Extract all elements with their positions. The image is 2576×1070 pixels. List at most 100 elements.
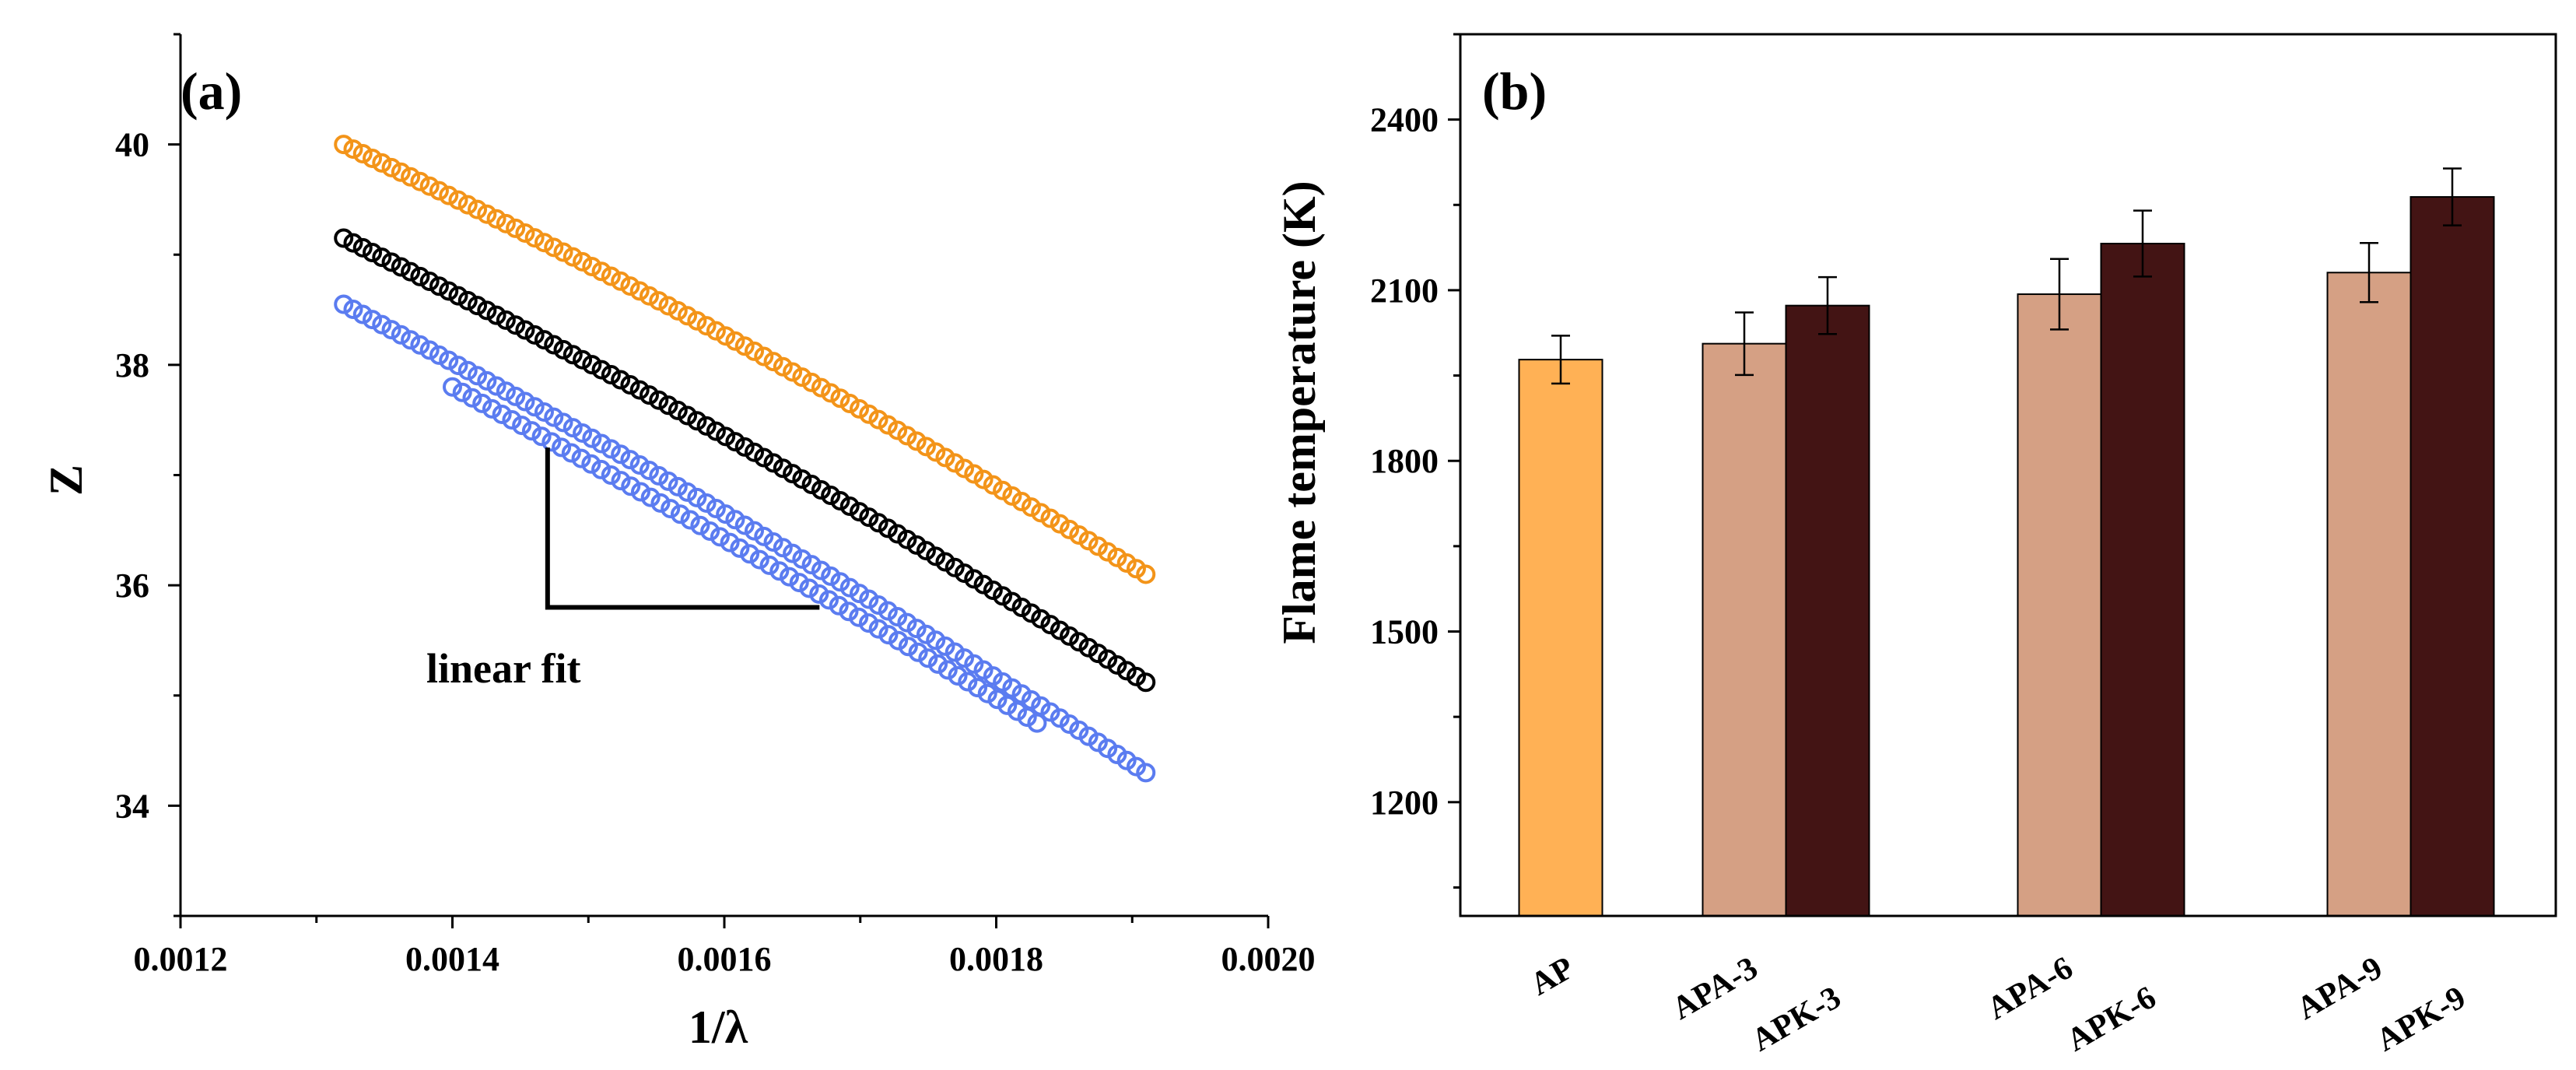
scatter-point bbox=[678, 405, 698, 426]
scatter-point bbox=[1098, 649, 1118, 669]
scatter-point bbox=[462, 388, 482, 408]
plot-frame bbox=[1459, 33, 2557, 917]
scatter-point bbox=[563, 345, 583, 365]
scatter-point bbox=[506, 315, 526, 335]
scatter-point bbox=[687, 411, 707, 431]
scatter-point bbox=[429, 276, 449, 296]
scatter-point bbox=[859, 589, 879, 609]
scatter-point bbox=[649, 390, 669, 410]
scatter-point bbox=[553, 339, 573, 360]
scatter-point bbox=[448, 356, 468, 376]
scatter-point bbox=[506, 386, 526, 406]
scatter-point bbox=[582, 428, 602, 448]
scatter-point bbox=[534, 330, 554, 350]
scatter-point bbox=[850, 502, 870, 522]
scatter-point bbox=[801, 372, 822, 392]
scatter-point bbox=[897, 529, 917, 549]
scatter-point bbox=[372, 247, 392, 268]
scatter-point bbox=[429, 345, 449, 365]
scatter-point bbox=[1069, 525, 1089, 546]
y-tick-label: 36 bbox=[115, 567, 149, 605]
scatter-point bbox=[561, 443, 581, 463]
scatter-point bbox=[945, 453, 965, 473]
scatter-point bbox=[477, 204, 497, 224]
scatter-point bbox=[868, 409, 888, 430]
scatter-point bbox=[983, 666, 1003, 686]
scatter-point bbox=[391, 325, 411, 345]
scatter-point bbox=[621, 476, 641, 496]
scatter-point bbox=[710, 527, 730, 547]
scatter-point bbox=[789, 573, 809, 593]
scatter-point bbox=[926, 630, 946, 651]
scatter-point bbox=[661, 499, 681, 519]
scatter-point bbox=[945, 557, 965, 577]
x-tick-label: 0.0020 bbox=[1221, 940, 1316, 978]
scatter-point bbox=[640, 487, 661, 507]
scatter-point bbox=[706, 499, 726, 519]
scatter-point bbox=[759, 555, 780, 575]
scatter-point bbox=[754, 526, 774, 546]
scatter-point bbox=[457, 360, 478, 381]
scatter-point bbox=[773, 458, 793, 479]
scatter-point bbox=[630, 482, 650, 502]
scatter-point bbox=[926, 546, 946, 567]
scatter-point bbox=[858, 613, 878, 633]
scatter-point bbox=[534, 233, 554, 253]
scatter-point bbox=[1088, 536, 1108, 556]
y-tick-label: 2400 bbox=[1370, 101, 1439, 139]
scatter-point bbox=[744, 442, 764, 462]
scatter-point bbox=[792, 367, 812, 388]
scatter-point bbox=[448, 286, 468, 306]
scatter-point bbox=[668, 300, 688, 321]
scatter-point bbox=[343, 233, 363, 253]
scatter-point bbox=[1116, 553, 1137, 574]
bar bbox=[2326, 272, 2412, 917]
scatter-point bbox=[452, 382, 472, 402]
scatter-point bbox=[696, 416, 717, 436]
scatter-point bbox=[811, 479, 831, 500]
scatter-point bbox=[439, 281, 459, 301]
scatter-point bbox=[581, 454, 601, 474]
scatter-point bbox=[1136, 564, 1156, 584]
scatter-point bbox=[486, 305, 506, 325]
scatter-point bbox=[658, 296, 678, 316]
scatter-point bbox=[906, 431, 927, 451]
scatter-point bbox=[706, 421, 726, 441]
scatter-point bbox=[1098, 542, 1118, 562]
scatter-point bbox=[725, 432, 745, 452]
y-tick-label: 1800 bbox=[1370, 442, 1439, 480]
scatter-point bbox=[419, 340, 440, 360]
scatter-point bbox=[734, 336, 755, 356]
scatter-point bbox=[868, 513, 888, 533]
scatter-point bbox=[1002, 678, 1022, 698]
scatter-point bbox=[472, 393, 492, 413]
scatter-point bbox=[544, 407, 564, 427]
scatter-point bbox=[391, 257, 411, 277]
scatter-point bbox=[582, 355, 602, 375]
scatter-point bbox=[918, 648, 938, 668]
bar bbox=[2100, 242, 2185, 917]
scatter-point bbox=[993, 480, 1013, 500]
scatter-point bbox=[457, 195, 478, 215]
scatter-point bbox=[964, 464, 984, 484]
scatter-point bbox=[696, 493, 717, 513]
y-tick-label: 2100 bbox=[1370, 272, 1439, 310]
panel-a-marks bbox=[334, 135, 1156, 783]
scatter-point bbox=[515, 391, 535, 412]
scatter-point bbox=[443, 377, 462, 397]
scatter-point bbox=[531, 426, 552, 447]
scatter-point bbox=[553, 412, 573, 433]
scatter-point bbox=[763, 352, 783, 372]
scatter-point bbox=[1011, 684, 1032, 704]
scatter-point bbox=[811, 377, 831, 398]
scatter-point bbox=[809, 584, 829, 604]
scatter-point bbox=[700, 521, 720, 542]
scatter-point bbox=[486, 376, 506, 396]
scatter-point bbox=[720, 532, 740, 553]
scatter-point bbox=[573, 349, 593, 370]
scatter-point bbox=[439, 185, 459, 205]
scatter-point bbox=[977, 683, 997, 703]
scatter-point bbox=[780, 567, 800, 587]
scatter-point bbox=[945, 642, 965, 662]
